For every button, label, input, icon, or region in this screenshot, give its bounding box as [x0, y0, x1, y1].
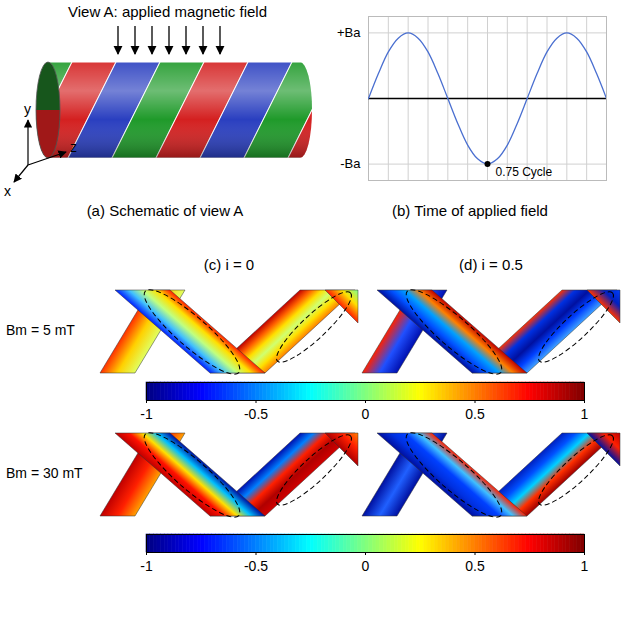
svg-text:-1: -1: [140, 558, 153, 574]
svg-text:-1: -1: [140, 406, 153, 422]
svg-text:0.5: 0.5: [465, 558, 485, 574]
svg-text:-Ba: -Ba: [340, 156, 361, 171]
svg-text:0: 0: [362, 406, 370, 422]
svg-text:+Ba: +Ba: [337, 25, 361, 40]
svg-text:0: 0: [362, 558, 370, 574]
svg-text:y: y: [24, 101, 31, 117]
svg-text:-0.5: -0.5: [244, 406, 268, 422]
svg-text:(d) i = 0.5: (d) i = 0.5: [459, 256, 523, 273]
svg-text:Bm = 5 mT: Bm = 5 mT: [6, 322, 75, 338]
svg-text:1: 1: [581, 558, 589, 574]
svg-text:1: 1: [581, 406, 589, 422]
svg-text:0.5: 0.5: [465, 406, 485, 422]
svg-text:View A: applied magnetic field: View A: applied magnetic field: [68, 3, 267, 20]
svg-text:0.75 Cycle: 0.75 Cycle: [496, 165, 553, 179]
svg-text:Bm = 30 mT: Bm = 30 mT: [6, 465, 83, 481]
svg-text:z: z: [70, 139, 77, 155]
svg-text:(c) i = 0: (c) i = 0: [204, 256, 254, 273]
svg-text:-0.5: -0.5: [244, 558, 268, 574]
svg-text:(b) Time of applied field: (b) Time of applied field: [392, 202, 548, 219]
svg-text:x: x: [4, 183, 11, 199]
svg-text:(a) Schematic of view A: (a) Schematic of view A: [87, 202, 244, 219]
